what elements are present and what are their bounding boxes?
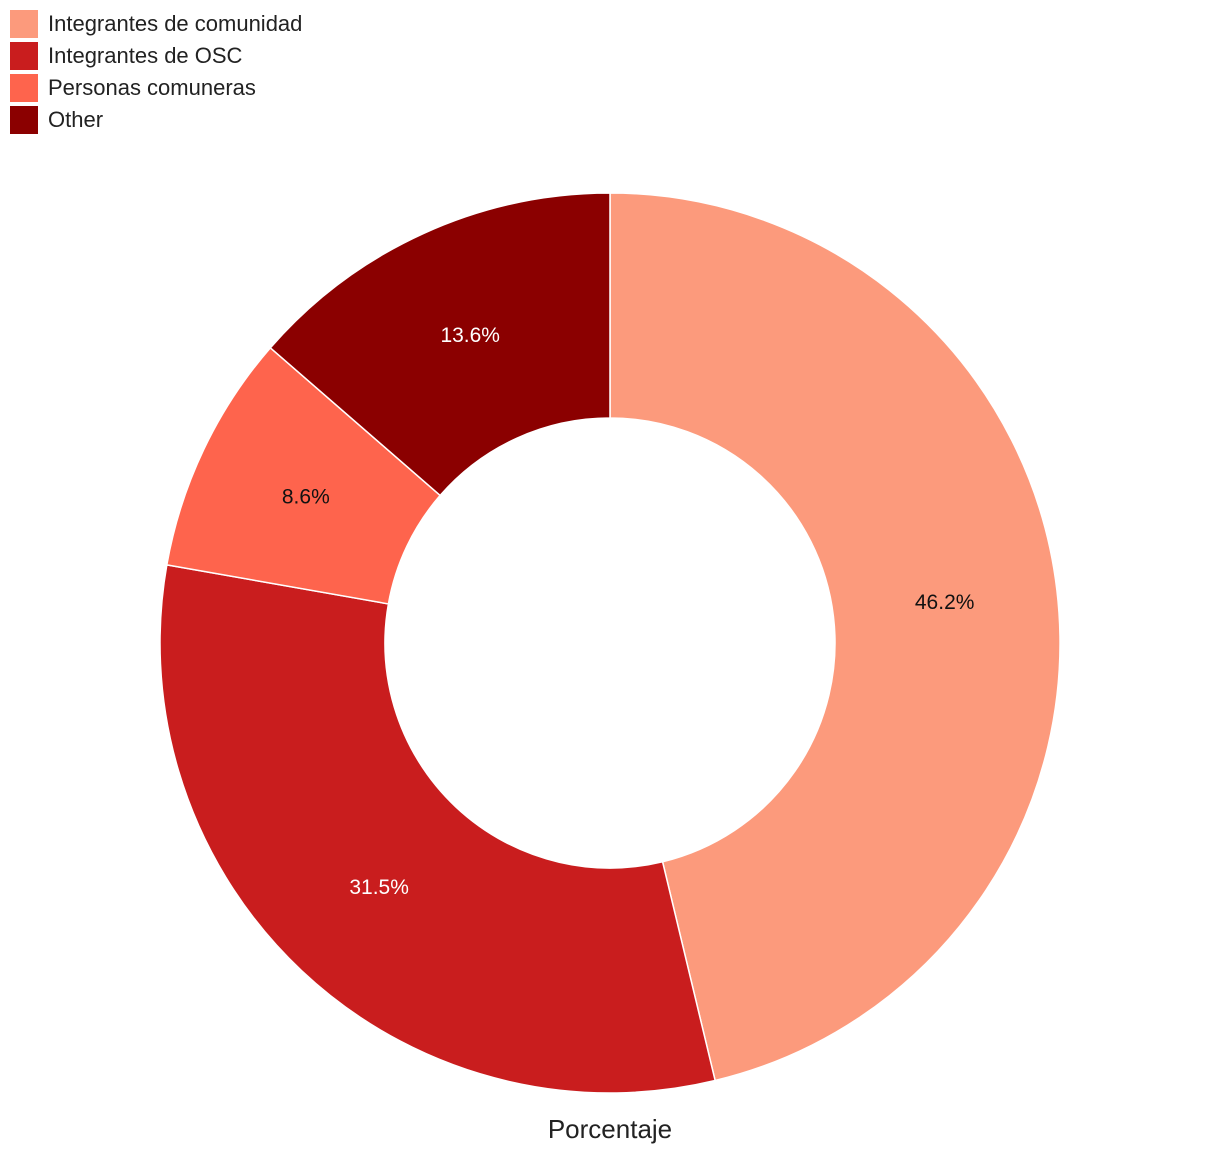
donut-slice: [609, 192, 1061, 1082]
value-label: 31.5%: [349, 876, 409, 899]
value-label: 13.6%: [440, 324, 500, 347]
legend-label: Other: [48, 107, 103, 132]
chart-label: Porcentaje: [548, 1114, 672, 1144]
legend-swatch: [10, 42, 38, 70]
legend-swatch: [10, 106, 38, 134]
legend-label: Integrantes de OSC: [48, 43, 243, 68]
value-label: 8.6%: [282, 485, 330, 508]
legend-label: Personas comuneras: [48, 75, 256, 100]
legend-swatch: [10, 10, 38, 38]
donut-slice: [159, 563, 717, 1094]
legend-label: Integrantes de comunidad: [48, 11, 302, 36]
donut-slice: [269, 192, 611, 497]
value-label: 46.2%: [915, 591, 975, 614]
legend-swatch: [10, 74, 38, 102]
